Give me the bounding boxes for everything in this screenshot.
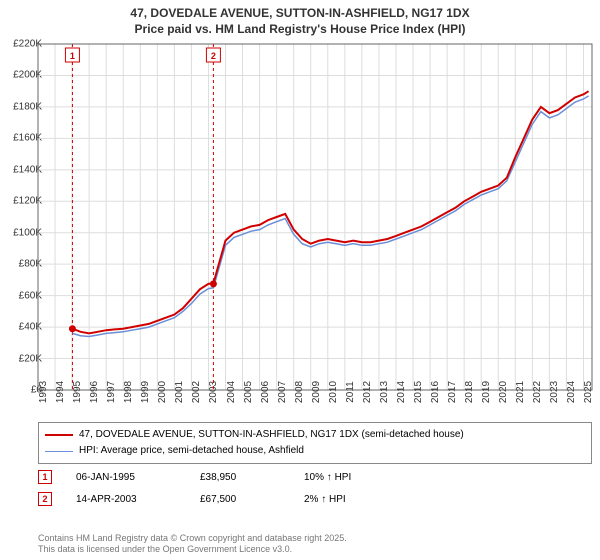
chart-plot-area: 12 (38, 44, 592, 390)
attribution: Contains HM Land Registry data © Crown c… (38, 533, 347, 556)
legend-item: HPI: Average price, semi-detached house,… (45, 443, 585, 459)
legend-item: 47, DOVEDALE AVENUE, SUTTON-IN-ASHFIELD,… (45, 427, 585, 443)
marker-row: 2 14-APR-2003 £67,500 2% ↑ HPI (38, 488, 592, 510)
marker-price: £67,500 (200, 494, 280, 505)
legend-swatch (45, 451, 73, 452)
marker-date: 06-JAN-1995 (76, 472, 176, 483)
y-tick-label: £200K (2, 70, 42, 81)
y-tick-label: £100K (2, 227, 42, 238)
chart-svg: 12 (38, 44, 592, 390)
marker-hpi: 2% ↑ HPI (304, 494, 424, 505)
y-tick-label: £0 (2, 385, 42, 396)
y-tick-label: £120K (2, 196, 42, 207)
y-tick-label: £60K (2, 290, 42, 301)
marker-index-box: 1 (38, 470, 52, 484)
legend-swatch (45, 434, 73, 436)
marker-date: 14-APR-2003 (76, 494, 176, 505)
chart-container: 47, DOVEDALE AVENUE, SUTTON-IN-ASHFIELD,… (0, 0, 600, 560)
title-line-2: Price paid vs. HM Land Registry's House … (135, 22, 466, 36)
attribution-line-1: Contains HM Land Registry data © Crown c… (38, 533, 347, 543)
legend: 47, DOVEDALE AVENUE, SUTTON-IN-ASHFIELD,… (38, 422, 592, 464)
title-line-1: 47, DOVEDALE AVENUE, SUTTON-IN-ASHFIELD,… (130, 6, 469, 20)
svg-text:2: 2 (211, 51, 216, 61)
chart-title: 47, DOVEDALE AVENUE, SUTTON-IN-ASHFIELD,… (0, 0, 600, 37)
legend-label: HPI: Average price, semi-detached house,… (79, 443, 304, 459)
y-tick-label: £20K (2, 353, 42, 364)
marker-index-box: 2 (38, 492, 52, 506)
y-tick-label: £160K (2, 133, 42, 144)
marker-row: 1 06-JAN-1995 £38,950 10% ↑ HPI (38, 466, 592, 488)
y-tick-label: £180K (2, 101, 42, 112)
marker-price: £38,950 (200, 472, 280, 483)
y-tick-label: £80K (2, 259, 42, 270)
y-tick-label: £140K (2, 164, 42, 175)
svg-text:1: 1 (70, 51, 75, 61)
marker-hpi: 10% ↑ HPI (304, 472, 424, 483)
y-tick-label: £220K (2, 39, 42, 50)
marker-table: 1 06-JAN-1995 £38,950 10% ↑ HPI 2 14-APR… (38, 466, 592, 510)
legend-label: 47, DOVEDALE AVENUE, SUTTON-IN-ASHFIELD,… (79, 427, 464, 443)
attribution-line-2: This data is licensed under the Open Gov… (38, 544, 292, 554)
y-tick-label: £40K (2, 322, 42, 333)
